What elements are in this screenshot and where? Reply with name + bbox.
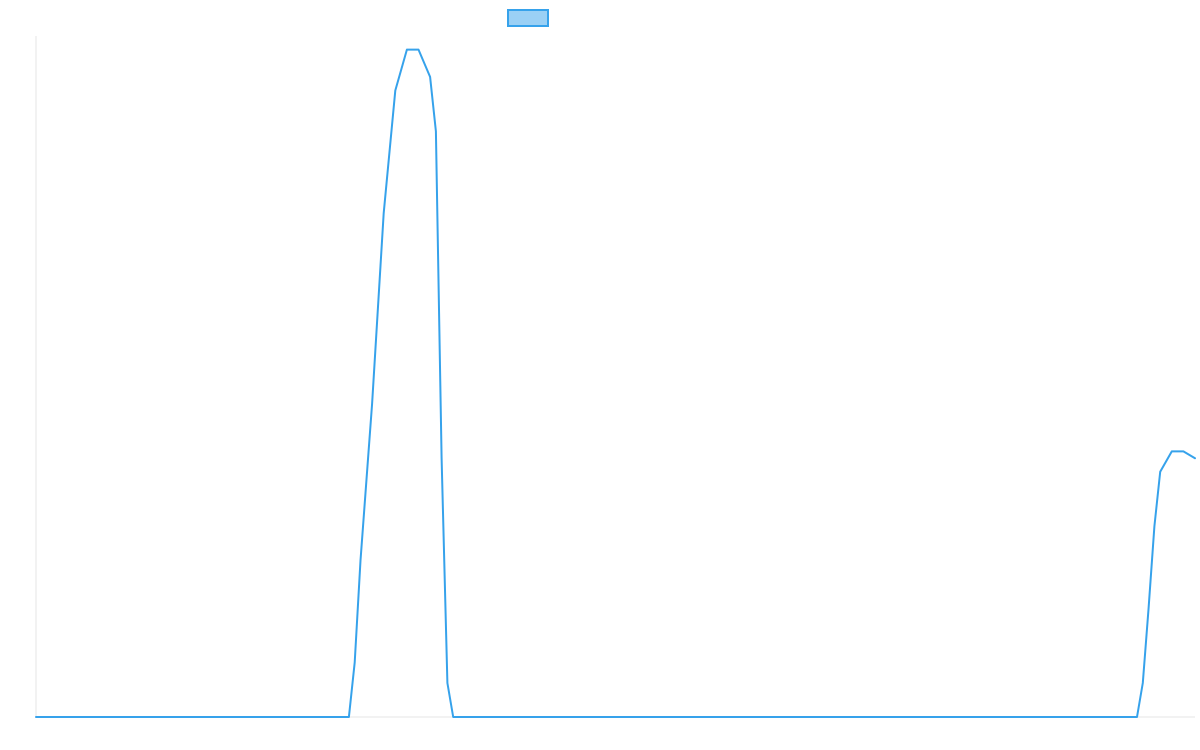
series-line-0 xyxy=(35,48,1196,718)
legend-swatch xyxy=(507,9,549,27)
